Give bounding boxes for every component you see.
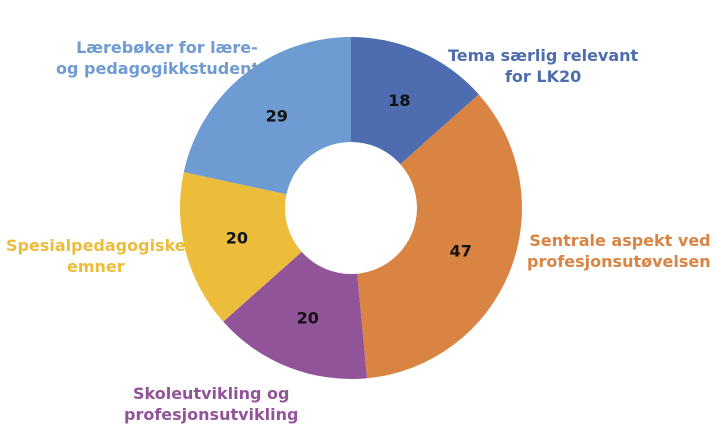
label-lk20: Tema særlig relevant for LK20: [448, 45, 638, 87]
value-label-lk20: 18: [388, 91, 410, 110]
label-spesialpedagogikk-line-1: Spesialpedagogiske: [6, 236, 186, 255]
label-lk20-line-2: for LK20: [504, 67, 582, 86]
label-spesialpedagogikk: Spesialpedagogiske emner: [6, 235, 186, 277]
label-skoleutvikling: Skoleutvikling og profesjonsutvikling: [124, 383, 298, 425]
value-label-profesjonsutovelse: 47: [450, 242, 472, 261]
value-label-skoleutvikling: 20: [297, 308, 319, 327]
value-label-laereboker: 29: [266, 107, 288, 126]
value-label-spesialpedagogikk: 20: [226, 229, 248, 248]
donut-hole: [285, 142, 417, 274]
label-profesjonsutovelse-line-1: Sentrale aspekt ved: [529, 231, 711, 250]
label-skoleutvikling-line-2: profesjonsutvikling: [124, 405, 299, 424]
slice-profesjonsutovelse: [351, 94, 522, 379]
label-spesialpedagogikk-line-2: emner: [66, 257, 125, 276]
label-lk20-line-1: Tema særlig relevant: [448, 46, 639, 65]
label-laereboker: Lærebøker for lære- og pedagogikkstudent…: [56, 37, 278, 79]
label-profesjonsutovelse-line-2: profesjonsutøvelsen: [527, 252, 711, 271]
label-profesjonsutovelse: Sentrale aspekt ved profesjonsutøvelsen: [527, 230, 711, 272]
label-skoleutvikling-line-1: Skoleutvikling og: [132, 384, 290, 403]
label-laereboker-line-1: Lærebøker for lære-: [76, 38, 258, 57]
label-laereboker-line-2: og pedagogikkstudenter: [56, 59, 278, 78]
